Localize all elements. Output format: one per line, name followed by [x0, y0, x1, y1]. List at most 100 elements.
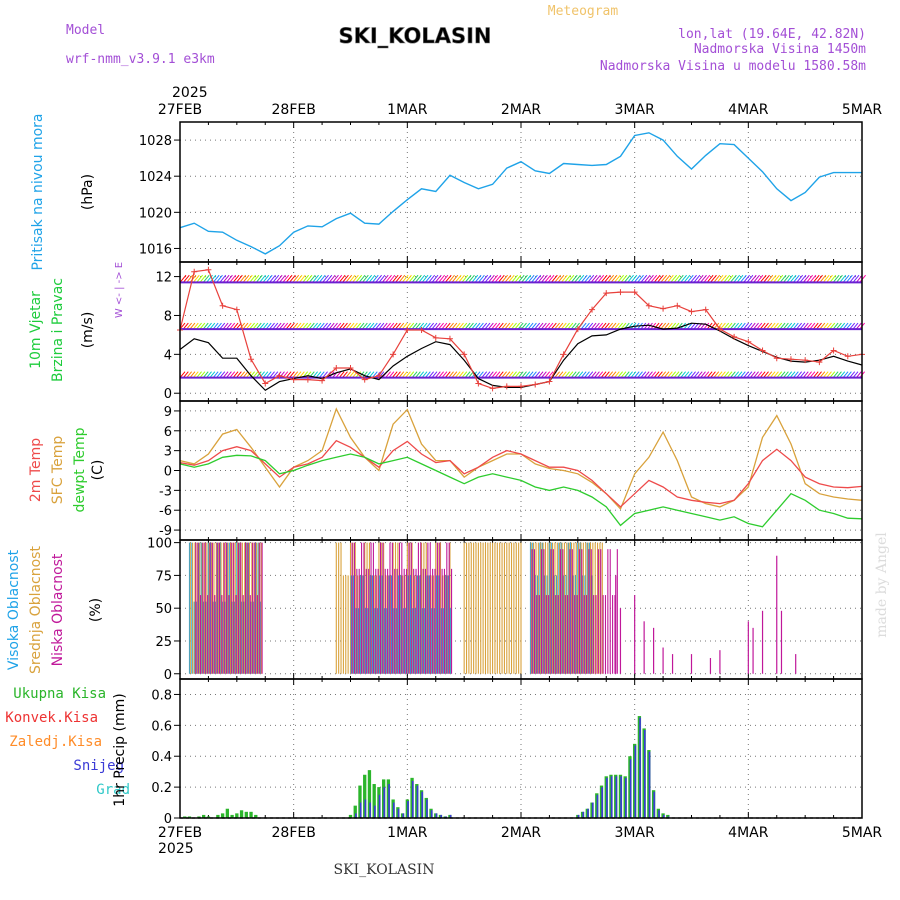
wind-barb-lane-1: [756, 274, 764, 283]
wind-barb-lane-1: [826, 274, 833, 283]
precip-snow-bar: [402, 813, 405, 818]
precip-legend-4: Snijeg: [73, 758, 124, 774]
wind-barb-lane-1: [564, 274, 571, 283]
wind-gust-marker: [262, 380, 269, 387]
wind-barb-lane-1: [514, 274, 522, 283]
date-label-top: 4MAR: [728, 102, 769, 118]
wind-barb-lane-1: [358, 274, 366, 283]
wind-barb-lane-1: [345, 274, 353, 283]
cloud-ylabel-low: Niska Oblacnost: [50, 553, 66, 666]
wind-gust-marker: [304, 376, 311, 383]
wind-ylabel2: Brzina i Pravac: [50, 278, 66, 382]
precip-ylabel: 1hr Precip (mm): [112, 693, 128, 806]
wind-barb-lane-1: [776, 274, 784, 283]
wind-barb-lane-1: [806, 274, 813, 283]
wind-barb-lane-1: [388, 274, 396, 283]
wind-barb-lane-1: [484, 274, 492, 283]
temp-ytick-label: 9: [164, 405, 172, 420]
precip-snow-bar: [364, 799, 367, 818]
wind-barb-lane-1: [547, 274, 555, 283]
wind-barb-lane-1: [540, 274, 548, 283]
wind-barb-lane-1: [726, 274, 734, 283]
wind-gust-marker: [731, 333, 738, 340]
wind-gust-marker: [489, 385, 496, 392]
wind-barb-lane-1: [312, 274, 319, 283]
precip-snow-bar: [388, 784, 390, 818]
wind-barb-lane-1: [411, 274, 419, 283]
wind-gust-marker: [688, 308, 695, 315]
wind-barb-lane-1: [305, 274, 313, 283]
precip-snow-bar: [606, 777, 608, 818]
wind-gust-marker: [617, 289, 624, 296]
wind-barb-lane-1: [537, 274, 545, 283]
precip-snow-bar: [629, 759, 632, 818]
wind-barb-lane-1: [441, 274, 449, 283]
cloud-ytick-label: 75: [155, 569, 172, 584]
wind-barb-lane-1: [686, 274, 694, 283]
wind-barb-lane-1: [501, 274, 508, 283]
wind-barb-lane-1: [782, 274, 790, 283]
wind-gust-marker: [702, 306, 709, 313]
wind-barb-lane-1: [335, 274, 343, 283]
wind-barb-lane-1: [560, 274, 568, 283]
wind-barb-lane-1: [763, 274, 770, 283]
wind-barb-lane-1: [680, 274, 687, 283]
precip-ytick-label: 0.4: [151, 750, 172, 765]
wind-barb-lane-1: [584, 274, 591, 283]
wind-barb-lane-1: [723, 274, 731, 283]
date-label-top: 27FEB: [158, 102, 202, 118]
wind-barb-lane-1: [779, 274, 787, 283]
precip-snow-bar: [374, 805, 376, 818]
wind-barb-lane-1: [235, 274, 243, 283]
wind-barb-lane-1: [720, 274, 727, 283]
wind-barb-lane-1: [202, 274, 210, 283]
wind-barb-lane-1: [816, 274, 823, 283]
precip-total-bar: [183, 816, 187, 818]
wind-barb-lane-1: [710, 274, 717, 283]
wind-barb-lane-1: [753, 274, 760, 283]
model-name: wrf-nmm_v3.9.1 e3km: [66, 52, 215, 67]
pressure-ylabel: Pritisak na nivou mora: [30, 113, 46, 270]
wind-barb-lane-1: [836, 274, 843, 283]
precip-snow-bar: [359, 802, 362, 818]
wind-barb-lane-1: [226, 274, 233, 283]
precip-snow-bar: [643, 729, 646, 818]
wind-ytick-label: 8: [164, 309, 172, 324]
wind-gust-marker: [830, 347, 837, 354]
wind-barb-lane-1: [461, 274, 469, 283]
wind-barb-lane-1: [766, 274, 774, 283]
precip-legend-3: Zaledj.Kisa: [9, 734, 102, 750]
wind-barb-lane-1: [182, 274, 190, 283]
wind-barb-lane-1: [845, 274, 853, 283]
wind-barb-lane-1: [607, 274, 615, 283]
wind-ytick-label: 0: [164, 387, 172, 402]
precip-total-bar: [235, 813, 239, 818]
pressure-ytick-label: 1020: [139, 206, 172, 221]
wind-barb-lane-1: [355, 274, 363, 283]
wind-barb-lane-1: [391, 274, 399, 283]
precip-total-bar: [363, 774, 367, 818]
date-label-bottom: 1MAR: [387, 825, 428, 841]
wind-barb-lane-1: [504, 274, 512, 283]
wind-gust-marker: [390, 351, 397, 358]
precip-snow-bar: [587, 808, 589, 818]
precip-snow-bar: [426, 799, 428, 818]
wind-barb-lane-1: [650, 274, 658, 283]
wind-compass: W <- | -> E: [114, 262, 125, 318]
wind-barb-lane-1: [789, 274, 797, 283]
wind-barb-lane-1: [259, 274, 266, 283]
wind-barb-lane-1: [395, 274, 402, 283]
wind-barb-lane-1: [603, 274, 611, 283]
station-title: SKI_KOLASIN: [338, 24, 491, 48]
wind-barb-lane-1: [524, 274, 532, 283]
pressure-unit: (hPa): [80, 174, 96, 210]
wind-barb-lane-1: [733, 274, 741, 283]
precip-snow-bar: [658, 810, 660, 818]
wind-gust-marker: [503, 383, 510, 390]
wind-barb-lane-1: [315, 274, 323, 283]
wind-barb-lane-1: [554, 274, 562, 283]
wind-barb-lane-1: [265, 274, 273, 283]
wind-barb-lane-1: [401, 274, 409, 283]
wind-barb-lane-1: [617, 274, 625, 283]
